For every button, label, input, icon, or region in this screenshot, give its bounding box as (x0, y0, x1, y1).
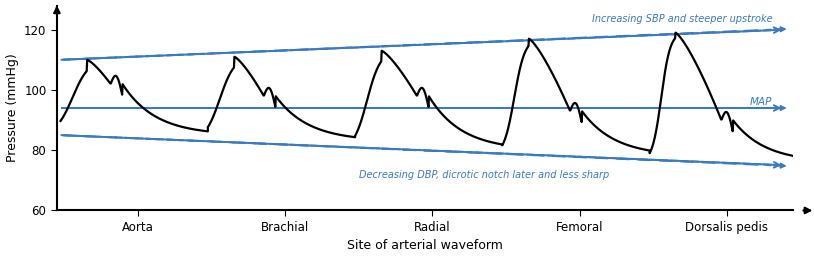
Text: Decreasing DBP, dicrotic notch later and less sharp: Decreasing DBP, dicrotic notch later and… (359, 170, 609, 180)
X-axis label: Site of arterial waveform: Site of arterial waveform (347, 239, 503, 252)
Text: MAP: MAP (751, 96, 772, 107)
Y-axis label: Pressure (mmHg): Pressure (mmHg) (6, 54, 19, 162)
Text: Increasing SBP and steeper upstroke: Increasing SBP and steeper upstroke (592, 14, 772, 24)
